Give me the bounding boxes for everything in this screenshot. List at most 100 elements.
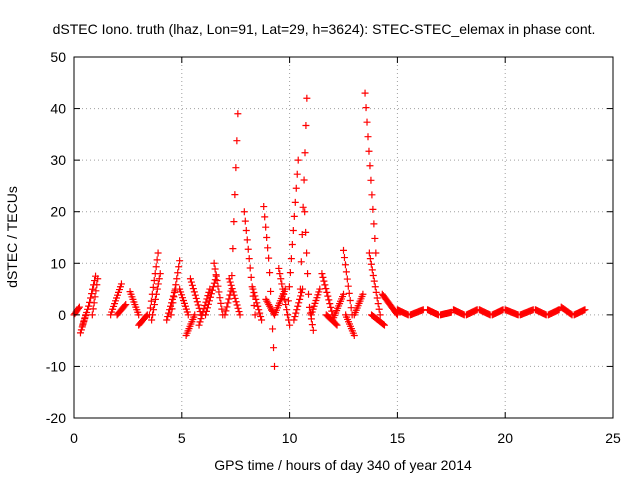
data-point-plus (250, 289, 258, 297)
data-point-plus (204, 300, 212, 308)
y-tick-label: 40 (50, 101, 66, 117)
data-point-plus (147, 297, 155, 305)
data-point-plus (235, 308, 243, 316)
data-point-plus (211, 276, 219, 284)
data-point-plus (91, 293, 99, 301)
data-point-plus (206, 293, 214, 301)
data-point-plus (296, 295, 304, 303)
data-point-plus (193, 298, 201, 306)
data-point-plus (233, 137, 241, 145)
data-point-plus (283, 311, 291, 319)
data-point-plus (229, 288, 237, 296)
data-point-plus (294, 302, 302, 310)
data-point-plus (81, 315, 89, 323)
data-point-plus (117, 280, 125, 288)
data-point-plus (375, 305, 383, 313)
data-point-plus (212, 271, 220, 279)
data-point-plus (255, 306, 263, 314)
data-point-plus (224, 299, 232, 307)
data-point-plus (234, 110, 242, 118)
data-point-plus (265, 254, 273, 262)
data-point-plus (122, 301, 130, 309)
data-point-plus (186, 275, 194, 283)
data-point-plus (367, 260, 375, 268)
data-point-plus (280, 290, 288, 298)
data-point-plus (242, 226, 250, 234)
data-point-plus (82, 312, 90, 320)
data-point-plus (291, 198, 299, 206)
data-point-plus (225, 295, 233, 303)
data-point-plus (293, 306, 301, 314)
data-point-plus (149, 311, 157, 319)
data-point-plus (302, 228, 310, 236)
data-point-plus (350, 331, 358, 339)
data-point-plus (76, 329, 84, 337)
data-point-plus (324, 292, 332, 300)
data-point-plus (217, 299, 225, 307)
data-point-plus (154, 249, 162, 257)
data-point-plus (227, 281, 235, 289)
data-point-plus (223, 303, 231, 311)
x-tick-label: 10 (282, 430, 298, 446)
data-point-plus (210, 259, 218, 267)
data-point-plus (368, 191, 376, 199)
data-point-plus (243, 236, 251, 244)
data-point-plus (205, 297, 213, 305)
data-point-plus (194, 301, 202, 309)
data-point-plus (230, 218, 238, 226)
data-point-plus (79, 321, 87, 329)
data-point-plus (171, 287, 179, 295)
data-point-plus (370, 220, 378, 228)
data-point-plus (306, 309, 314, 317)
data-point-plus (282, 301, 290, 309)
data-point-plus (283, 306, 291, 314)
data-point-plus (293, 170, 301, 178)
data-point-plus (241, 217, 249, 225)
x-axis-label: GPS time / hours of day 340 of year 2014 (214, 457, 472, 473)
data-point-plus (301, 208, 309, 216)
data-point-plus (231, 191, 239, 199)
data-point-plus (318, 270, 326, 278)
data-point-plus (290, 212, 298, 220)
data-point-plus (267, 287, 275, 295)
y-tick-label: 0 (58, 307, 66, 323)
data-point-plus (202, 307, 210, 315)
data-point-plus (365, 147, 373, 155)
data-point-plus (344, 282, 352, 290)
y-tick-label: -10 (46, 358, 66, 374)
data-point-plus (345, 289, 353, 297)
data-point-plus (256, 309, 264, 317)
data-point-plus (263, 234, 271, 241)
x-tick-label: 25 (605, 430, 621, 446)
data-point-plus (149, 283, 157, 291)
data-point-plus (150, 306, 158, 314)
data-point-plus (246, 264, 254, 272)
data-point-plus (281, 295, 289, 303)
data-point-plus (80, 318, 88, 326)
data-point-plus (87, 294, 95, 302)
data-point-plus (229, 245, 237, 253)
data-point-plus (333, 321, 341, 329)
data-point-plus (266, 269, 274, 277)
data-point-plus (279, 285, 287, 293)
data-point-plus (374, 300, 382, 308)
data-point-plus (191, 291, 199, 299)
y-tick-label: 50 (50, 49, 66, 65)
data-point-plus (189, 285, 197, 293)
data-point-plus (191, 311, 199, 319)
data-point-plus (195, 321, 203, 329)
data-point-plus (298, 289, 306, 297)
grid-lines (74, 57, 613, 418)
data-point-plus (163, 316, 171, 324)
chart-title: dSTEC Iono. truth (lhaz, Lon=91, Lat=29,… (53, 21, 596, 37)
data-point-plus (371, 283, 379, 291)
data-point-plus (373, 294, 381, 302)
data-point-plus (88, 311, 96, 319)
data-point-plus (302, 122, 310, 130)
data-point-plus (222, 307, 230, 315)
data-point-plus (233, 301, 241, 309)
data-point-plus (271, 362, 279, 370)
data-point-plus (295, 299, 303, 307)
data-point-plus (153, 256, 161, 264)
data-point-plus (303, 249, 311, 257)
